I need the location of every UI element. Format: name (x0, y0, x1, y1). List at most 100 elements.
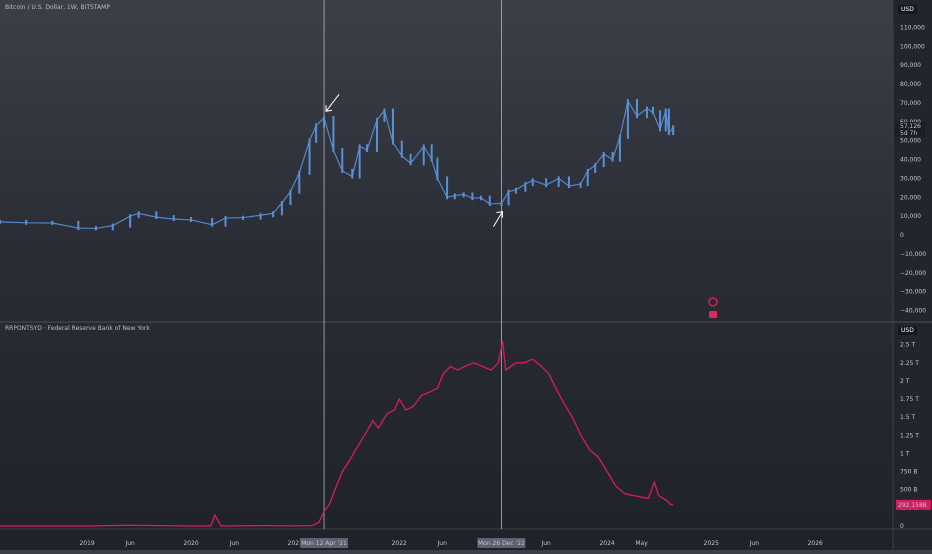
price-bar (618, 134, 621, 162)
rrp-y-tick-label: 0 (900, 523, 904, 530)
crosshair-date-label: Mon 12 Apr '21 (301, 540, 347, 547)
price-bar (422, 144, 425, 166)
price-y-tick-label: 70,000 (900, 100, 921, 107)
price-y-tick-label: 10,000 (900, 213, 921, 220)
x-tick-label: Jun (437, 540, 448, 547)
price-bar (280, 200, 283, 216)
price-bar (602, 151, 605, 168)
price-bar (77, 220, 80, 231)
price-bar (111, 223, 114, 231)
rrp-pane-title: RRPONTSYD · Federal Reserve Bank of New … (5, 325, 150, 332)
price-y-tick-label: 30,000 (900, 175, 921, 182)
last-price-box (895, 122, 925, 137)
crosshair-date-box (477, 538, 526, 548)
price-bar (376, 117, 379, 153)
rrp-y-tick-label: 1.75 T (900, 396, 919, 403)
price-y-tick-label: 80,000 (900, 81, 921, 88)
price-bar (471, 192, 474, 201)
price-bar (446, 176, 449, 200)
price-bar (129, 214, 132, 228)
price-bar (531, 178, 534, 187)
x-tick-label: Jun (229, 540, 240, 547)
price-series-line (0, 99, 674, 230)
price-bar (358, 144, 361, 179)
last-price-countdown: 5d 7h (900, 130, 917, 137)
rrp-last-value-label: 292.158B (898, 502, 927, 509)
rrp-y-tick-label: 1.25 T (900, 432, 919, 439)
price-bar (453, 193, 456, 200)
price-bar (514, 187, 517, 194)
annotation-arrow-bottom-head (496, 211, 503, 218)
price-bar (298, 170, 301, 194)
price-pane-title: Bitcoin / U.S. Dollar, 1W, BITSTAMP (5, 4, 110, 11)
price-bar (409, 153, 412, 166)
x-tick-label: 2024 (599, 540, 614, 547)
last-price-label: 57,126 (900, 123, 921, 130)
price-bar (332, 116, 335, 153)
price-bar (155, 211, 158, 220)
price-bar (586, 168, 589, 187)
price-y-tick-label: −10,000 (900, 251, 926, 258)
rrp-y-tick-label: 1 T (900, 450, 910, 457)
price-bar (611, 151, 614, 162)
rrp-y-tick-label: 2.5 T (900, 342, 915, 349)
price-y-tick-label: 100,000 (900, 43, 925, 50)
rrp-series-line (0, 340, 674, 527)
price-bar (351, 168, 354, 179)
price-bar (272, 211, 275, 218)
rrp-last-value-box (896, 499, 931, 510)
crosshair-date-box (300, 538, 349, 548)
annotation-arrow-bottom (493, 211, 503, 227)
price-currency-label[interactable]: USD (898, 5, 917, 14)
x-tick-label: Jun (749, 540, 760, 547)
price-bar (400, 140, 403, 158)
price-y-tick-label: −30,000 (900, 289, 926, 296)
price-axis-panel (893, 0, 932, 550)
rrp-y-tick-label: 500 B (900, 487, 917, 494)
price-y-tick-label: 40,000 (900, 157, 921, 164)
price-bar (567, 176, 570, 188)
price-bar (579, 182, 582, 188)
price-y-tick-label: −40,000 (900, 308, 926, 315)
price-bar (545, 178, 548, 188)
annotation-arrow-top-head (325, 105, 333, 112)
price-bar (259, 213, 262, 220)
price-bar (323, 116, 326, 128)
x-tick-label: 2019 (79, 540, 94, 547)
price-bar (594, 163, 597, 173)
price-y-tick-label: −20,000 (900, 270, 926, 277)
rrp-currency-label[interactable]: USD (898, 326, 917, 335)
x-tick-label: Jun (540, 540, 551, 547)
x-tick-label: 2025 (704, 540, 719, 547)
price-bar (507, 189, 510, 206)
annotation-arrow-top (325, 93, 340, 112)
price-y-tick-label: 20,000 (900, 194, 921, 201)
price-bar (651, 106, 654, 115)
price-bar (626, 99, 629, 139)
price-y-tick-label: 0 (900, 232, 904, 239)
price-bar (341, 148, 344, 173)
price-bar (383, 108, 386, 122)
rrp-y-tick-label: 1.5 T (900, 414, 915, 421)
price-bar (308, 138, 311, 175)
price-bar (172, 215, 175, 222)
price-bar (659, 110, 662, 132)
price-y-tick-label: 110,000 (900, 24, 925, 31)
rrp-y-tick-label: 2 T (900, 378, 910, 385)
price-bar (289, 189, 292, 205)
price-bar (211, 217, 214, 227)
price-bar (224, 216, 227, 227)
x-tick-label: May (635, 540, 648, 547)
price-bar (488, 195, 491, 206)
price-bar (664, 108, 667, 132)
price-bar (645, 106, 648, 119)
x-tick-label: 2021 (288, 540, 303, 547)
rrp-y-tick-label: 750 B (900, 469, 917, 476)
price-bar (524, 182, 527, 192)
price-y-tick-label: 90,000 (900, 62, 921, 69)
price-bar (137, 211, 140, 219)
price-bar (667, 108, 670, 136)
price-y-tick-label: 50,000 (900, 138, 921, 145)
calendar-event-icon (709, 311, 717, 318)
